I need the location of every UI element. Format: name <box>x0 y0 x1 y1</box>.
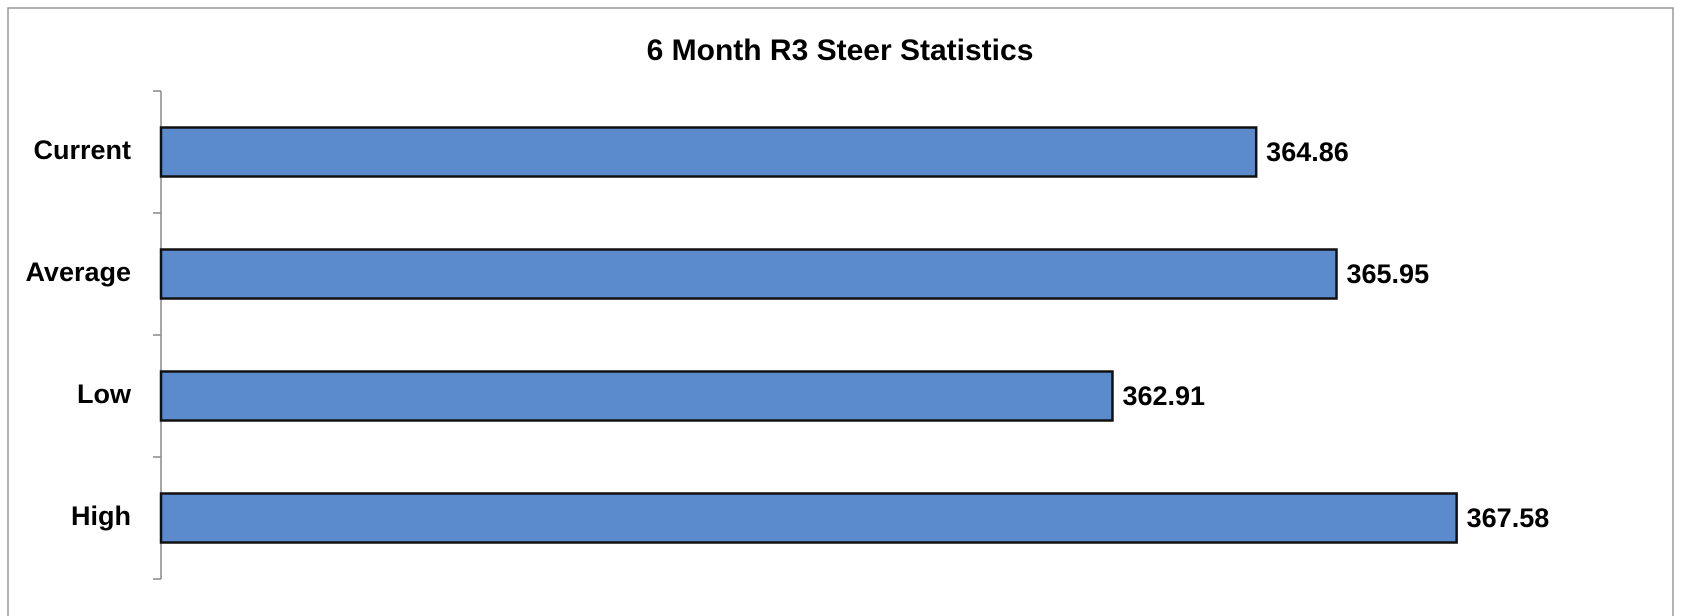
bar <box>159 126 1258 178</box>
data-label: 367.58 <box>1467 503 1550 533</box>
chart-title: 6 Month R3 Steer Statistics <box>647 34 1034 67</box>
bar <box>159 492 1458 544</box>
data-label: 365.95 <box>1347 259 1430 289</box>
bar <box>159 248 1338 300</box>
data-label: 364.86 <box>1266 137 1349 167</box>
y-tick-label: Current <box>33 135 131 165</box>
bar <box>159 370 1114 422</box>
y-tick-label: Average <box>25 257 131 287</box>
y-tick-label: Low <box>77 379 132 409</box>
data-label: 362.91 <box>1122 381 1205 411</box>
y-tick-label: High <box>71 501 131 531</box>
